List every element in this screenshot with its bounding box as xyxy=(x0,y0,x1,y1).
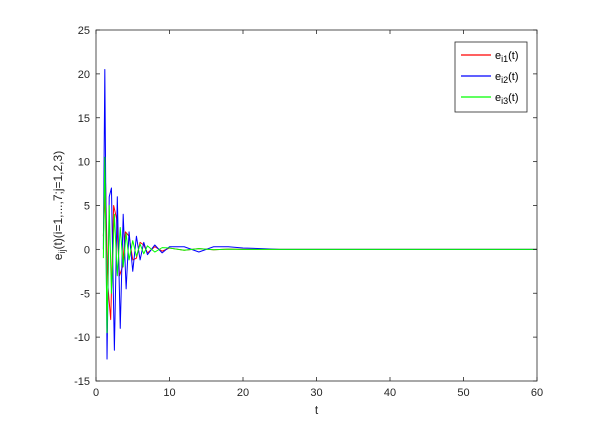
x-tick-label: 40 xyxy=(384,387,396,399)
legend-label-3: ei3(t) xyxy=(495,92,519,106)
legend-label-1: ei1(t) xyxy=(495,50,519,64)
y-tick-label: 25 xyxy=(78,25,90,37)
x-tick-label: 60 xyxy=(531,387,543,399)
x-tick-label: 30 xyxy=(310,387,322,399)
y-tick-label: 10 xyxy=(78,157,90,169)
legend: ei1(t) ei2(t) ei3(t) xyxy=(454,41,528,113)
series-line-2 xyxy=(102,68,537,360)
y-tick-label: -10 xyxy=(74,332,90,344)
y-tick-label: -5 xyxy=(80,288,90,300)
axes-layer: 0 10 20 30 40 50 60 -15 -10 -5 0 5 10 15 20 25 xyxy=(74,25,543,399)
x-tick-label: 0 xyxy=(93,387,99,399)
y-tick-label: 20 xyxy=(78,69,90,81)
y-tick-label: 0 xyxy=(84,244,90,256)
x-tick-label: 10 xyxy=(163,387,175,399)
y-tick-label: -15 xyxy=(74,376,90,388)
x-axis-label: t xyxy=(315,403,319,417)
y-tick-label: 5 xyxy=(84,201,90,213)
y-tick-label: 15 xyxy=(78,113,90,125)
legend-box xyxy=(454,41,528,113)
y-axis-label: eij(t)(i=1,...,7;j=1,2,3) xyxy=(51,151,67,260)
series-line-3 xyxy=(102,156,537,334)
x-tick-label: 20 xyxy=(237,387,249,399)
x-tick-label: 50 xyxy=(457,387,469,399)
legend-label-2: ei2(t) xyxy=(495,71,519,85)
series-layer xyxy=(102,68,537,360)
